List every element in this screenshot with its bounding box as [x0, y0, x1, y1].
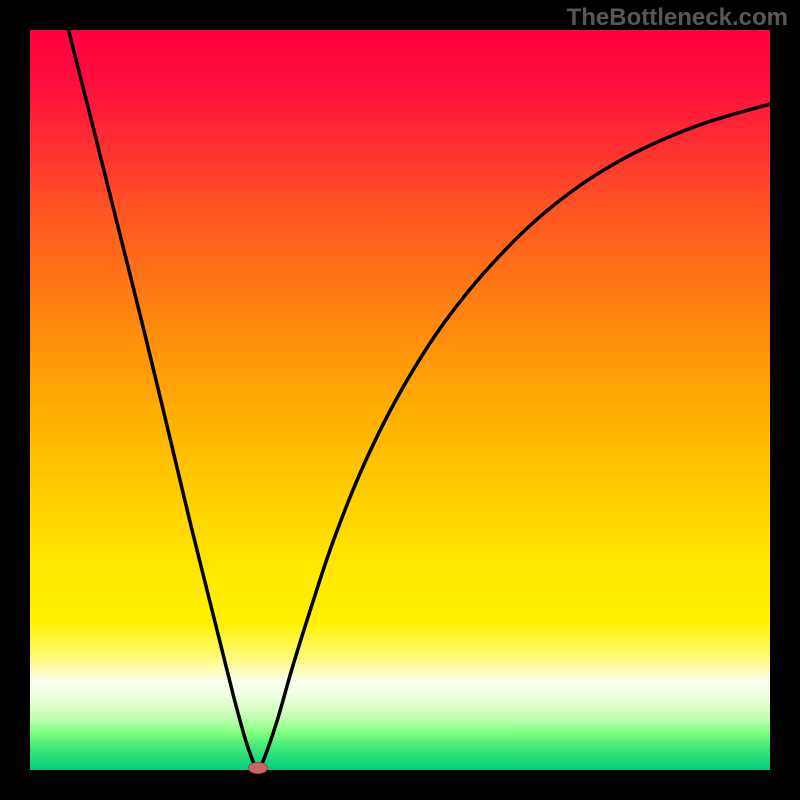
watermark-text: TheBottleneck.com — [567, 4, 788, 32]
plot-area — [30, 30, 770, 770]
optimal-point-marker — [248, 762, 268, 774]
bottleneck-curve — [30, 30, 770, 770]
chart-container: TheBottleneck.com — [0, 0, 800, 800]
